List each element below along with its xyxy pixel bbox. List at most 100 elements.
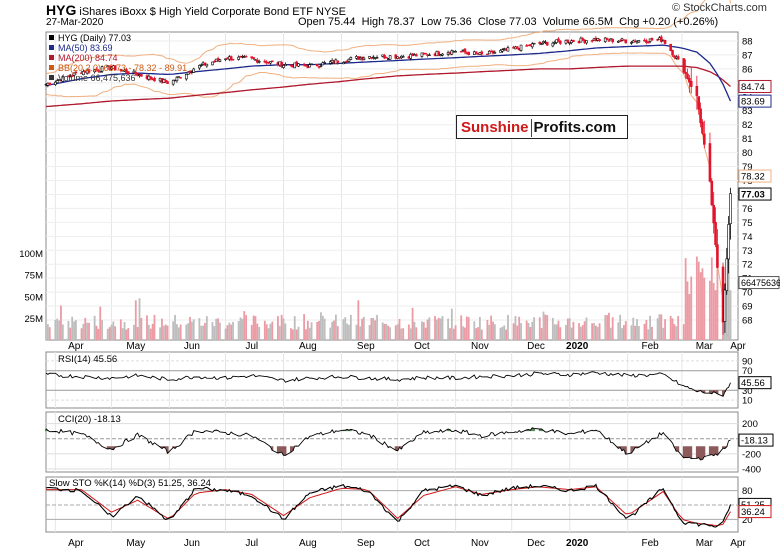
volume-bar [213, 326, 216, 340]
sto-d-value-tag [738, 505, 772, 519]
candle-body [598, 39, 601, 41]
volume-bar [703, 277, 706, 340]
candle-body [646, 41, 650, 44]
volume-bar [473, 321, 476, 340]
volume-bar [566, 318, 569, 340]
volume-bar [140, 317, 143, 340]
candle-body [650, 37, 654, 41]
volume-bar [381, 322, 384, 340]
x-axis-label-bottom: Apr [68, 538, 84, 549]
volume-bar [387, 325, 390, 340]
volume-bar [439, 318, 442, 340]
volume-bar [583, 321, 586, 340]
price-value-tag-text: 78.32 [741, 172, 765, 183]
x-axis-label-top: Dec [527, 341, 545, 352]
ma200-line [45, 65, 731, 108]
volume-bar [280, 314, 283, 340]
volume-bar [202, 325, 205, 340]
x-axis-label-top: Sep [357, 341, 375, 352]
volume-bar [232, 321, 234, 340]
volume-bar [557, 320, 560, 340]
change-value: Chg +0.20 (+0.26%) [619, 16, 719, 28]
volume-bar [538, 317, 541, 340]
candle-body [673, 55, 676, 58]
logo-part-2: Profits.com [533, 119, 617, 136]
candle-body [637, 40, 641, 43]
volume-bar [514, 316, 517, 340]
x-axis-label-bottom: Apr [730, 538, 746, 549]
indicator-panels: RSI(14) 45.56 CCI(20) -18.13 Slow STO %K(1… [45, 354, 738, 528]
volume-bar [645, 320, 648, 340]
candle-body [645, 40, 648, 43]
sto-tick-label: 80 [742, 486, 753, 497]
volume-bar [60, 305, 62, 340]
candle-body [97, 70, 100, 72]
candle-body [198, 65, 201, 69]
volume-bar [527, 322, 530, 340]
volume-bar [598, 323, 601, 340]
close-value: Close 77.03 [477, 16, 537, 28]
sto-k-line [45, 483, 732, 528]
volume-bar [136, 327, 139, 340]
volume-bar [349, 314, 352, 340]
volume-bar [572, 321, 575, 340]
candle-body [184, 74, 188, 80]
logo-divider [530, 119, 532, 138]
volume-bar [632, 317, 635, 340]
volume-bar [411, 307, 414, 340]
volume-bar [318, 320, 320, 340]
volume-tick-label: 75M [25, 271, 44, 282]
candle-body [205, 63, 209, 67]
volume-tick-label: 100M [19, 249, 43, 260]
candle-body [585, 40, 588, 44]
candle-body [684, 71, 687, 74]
volume-bar [658, 314, 661, 340]
volume-bar [434, 316, 436, 340]
volume-bar [462, 326, 464, 340]
price-tick-label: 81 [742, 134, 753, 145]
candle-body [347, 58, 351, 62]
x-axis-label-top: Aug [299, 341, 317, 352]
volume-bar [525, 320, 528, 340]
rsi-line [45, 371, 731, 397]
candle-body [349, 57, 353, 60]
volume-bar [542, 311, 545, 340]
candle-body [420, 52, 424, 57]
volume-bar [320, 312, 322, 340]
ticker-symbol: HYG [46, 2, 77, 18]
high-value: High 78.37 [361, 16, 415, 28]
candle-body [164, 79, 167, 83]
volume-bar [179, 324, 182, 340]
volume-bar [477, 327, 479, 340]
volume-bar [61, 324, 64, 340]
candle-body [166, 81, 169, 84]
volume-bar [604, 314, 607, 340]
candle-body [252, 57, 255, 60]
candle-body [557, 38, 560, 42]
candle-body [566, 39, 570, 44]
volume-bar [695, 256, 698, 340]
volume-bar [172, 321, 175, 340]
volume-bar [363, 316, 365, 340]
candle-body [487, 50, 491, 55]
volume-bar [211, 321, 214, 340]
candle-body [669, 43, 672, 52]
volume-bar [396, 324, 399, 340]
candle-body [551, 42, 555, 47]
price-tick-label: 74 [742, 232, 753, 243]
candle-body [282, 65, 285, 68]
candle-body [317, 66, 321, 68]
volume-bar [634, 325, 637, 340]
volume-bar [217, 318, 219, 340]
price-tick-label: 82 [742, 120, 753, 131]
volume-bar [383, 323, 386, 340]
volume-bar [277, 316, 279, 340]
candle-body [454, 51, 457, 53]
volume-bar [447, 318, 450, 340]
volume-bar [649, 315, 651, 340]
candle-body [175, 76, 179, 82]
candle-body [424, 52, 427, 55]
volume-bar [110, 324, 113, 340]
candle-body [319, 65, 323, 67]
